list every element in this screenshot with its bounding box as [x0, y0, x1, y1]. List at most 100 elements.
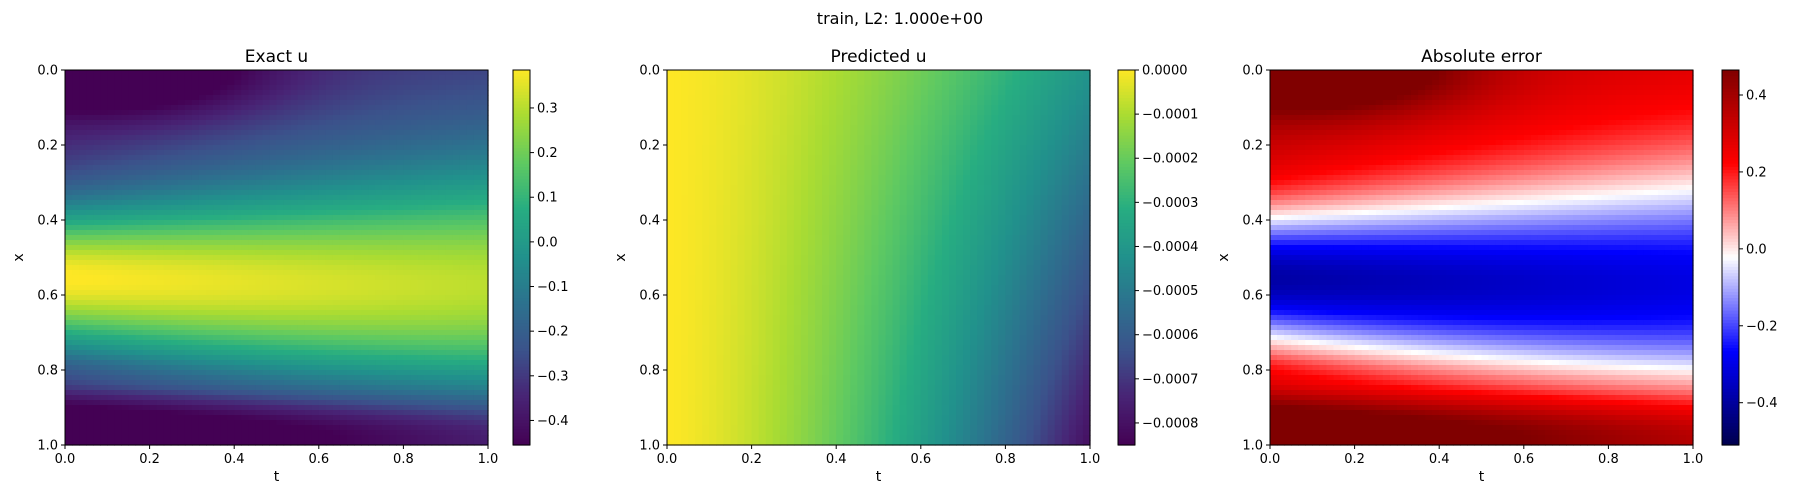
heatmap-cell — [198, 285, 207, 291]
heatmap-cell — [114, 175, 122, 181]
heatmap-cell — [354, 405, 362, 411]
heatmap-cell — [459, 435, 468, 441]
heatmap-cell — [361, 225, 369, 231]
heatmap-cell — [220, 145, 228, 151]
heatmap-cell — [184, 320, 193, 326]
heatmap-cell — [431, 220, 440, 226]
heatmap-cell — [459, 340, 468, 346]
heatmap-cell — [325, 90, 334, 96]
heatmap-cell — [100, 135, 108, 141]
heatmap-cell — [269, 75, 278, 81]
heatmap-cell — [452, 265, 461, 271]
heatmap-cell — [473, 225, 482, 231]
heatmap-cell — [255, 250, 263, 256]
heatmap-cell — [424, 410, 433, 416]
heatmap-cell — [170, 270, 179, 276]
heatmap-cell — [318, 205, 327, 211]
heatmap-cell — [198, 405, 207, 411]
heatmap-cell — [283, 360, 292, 366]
heatmap-cell — [283, 400, 292, 406]
heatmap-cell — [396, 105, 404, 111]
heatmap-cell — [72, 250, 80, 256]
heatmap-cell — [177, 165, 186, 171]
heatmap-cell — [339, 190, 348, 196]
heatmap-cell — [65, 205, 73, 211]
heatmap-cell — [163, 115, 172, 121]
heatmap-cell — [255, 285, 263, 291]
heatmap-cell — [283, 120, 292, 126]
heatmap-cell — [198, 265, 207, 271]
heatmap-cell — [269, 265, 278, 271]
heatmap-cell — [674, 70, 682, 76]
heatmap-cell — [1019, 85, 1028, 91]
heatmap-cell — [135, 165, 144, 171]
heatmap-cell — [107, 140, 115, 146]
heatmap-cell — [410, 250, 419, 256]
colorbar-segment — [513, 163, 530, 168]
heatmap-cell — [156, 240, 165, 246]
heatmap-cell — [79, 100, 87, 106]
heatmap-cell — [198, 235, 207, 241]
heatmap-cell — [149, 425, 158, 431]
heatmap-cell — [417, 320, 426, 326]
heatmap-cell — [93, 385, 101, 391]
heatmap-cell — [262, 225, 271, 231]
heatmap-cell — [93, 420, 101, 426]
heatmap-cell — [389, 410, 397, 416]
heatmap-cell — [793, 80, 802, 86]
heatmap-cell — [206, 115, 214, 121]
heatmap-cell — [283, 95, 292, 101]
colorbar-segment — [513, 323, 530, 327]
heatmap-cell — [375, 360, 383, 366]
heatmap-cell — [213, 80, 221, 86]
heatmap-cell — [234, 80, 242, 86]
heatmap-cell — [332, 420, 341, 426]
heatmap-cell — [410, 120, 419, 126]
heatmap-cell — [227, 125, 235, 131]
heatmap-cell — [149, 180, 158, 186]
heatmap-cell — [403, 275, 412, 281]
heatmap-cell — [72, 350, 80, 356]
colorbar-segment — [513, 207, 530, 212]
heatmap-cell — [382, 240, 390, 246]
heatmap-cell — [368, 135, 376, 141]
heatmap-cell — [191, 185, 200, 191]
heatmap-cell — [347, 310, 355, 316]
heatmap-cell — [480, 70, 489, 76]
heatmap-cell — [65, 250, 73, 256]
heatmap-cell — [410, 300, 419, 306]
heatmap-cell — [65, 210, 73, 216]
heatmap-cell — [290, 180, 299, 186]
heatmap-cell — [269, 160, 278, 166]
heatmap-cell — [149, 125, 158, 131]
heatmap-cell — [248, 405, 256, 411]
heatmap-cell — [142, 135, 151, 141]
heatmap-cell — [389, 185, 397, 191]
heatmap-cell — [86, 340, 94, 346]
heatmap-cell — [100, 390, 108, 396]
heatmap-cell — [339, 275, 348, 281]
heatmap-cell — [156, 440, 165, 446]
heatmap-cell — [403, 110, 412, 116]
heatmap-cell — [213, 220, 221, 226]
heatmap-cell — [311, 110, 320, 116]
heatmap-cell — [403, 350, 412, 356]
heatmap-cell — [311, 325, 320, 331]
heatmap-cell — [459, 315, 468, 321]
heatmap-cell — [892, 70, 901, 76]
heatmap-cell — [702, 80, 710, 86]
heatmap-cell — [332, 345, 341, 351]
heatmap-cell — [276, 235, 285, 241]
heatmap-cell — [128, 295, 137, 301]
heatmap-cell — [234, 425, 242, 431]
heatmap-cell — [459, 280, 468, 286]
exact-u-colorbar: 0.30.20.10.0−0.1−0.2−0.3−0.4 — [512, 69, 569, 446]
heatmap-cell — [473, 115, 482, 121]
heatmap-cell — [702, 95, 710, 101]
heatmap-cell — [149, 315, 158, 321]
heatmap-cell — [184, 245, 193, 251]
heatmap-cell — [375, 395, 383, 401]
heatmap-cell — [100, 225, 108, 231]
heatmap-cell — [864, 90, 873, 96]
heatmap-cell — [681, 70, 689, 76]
